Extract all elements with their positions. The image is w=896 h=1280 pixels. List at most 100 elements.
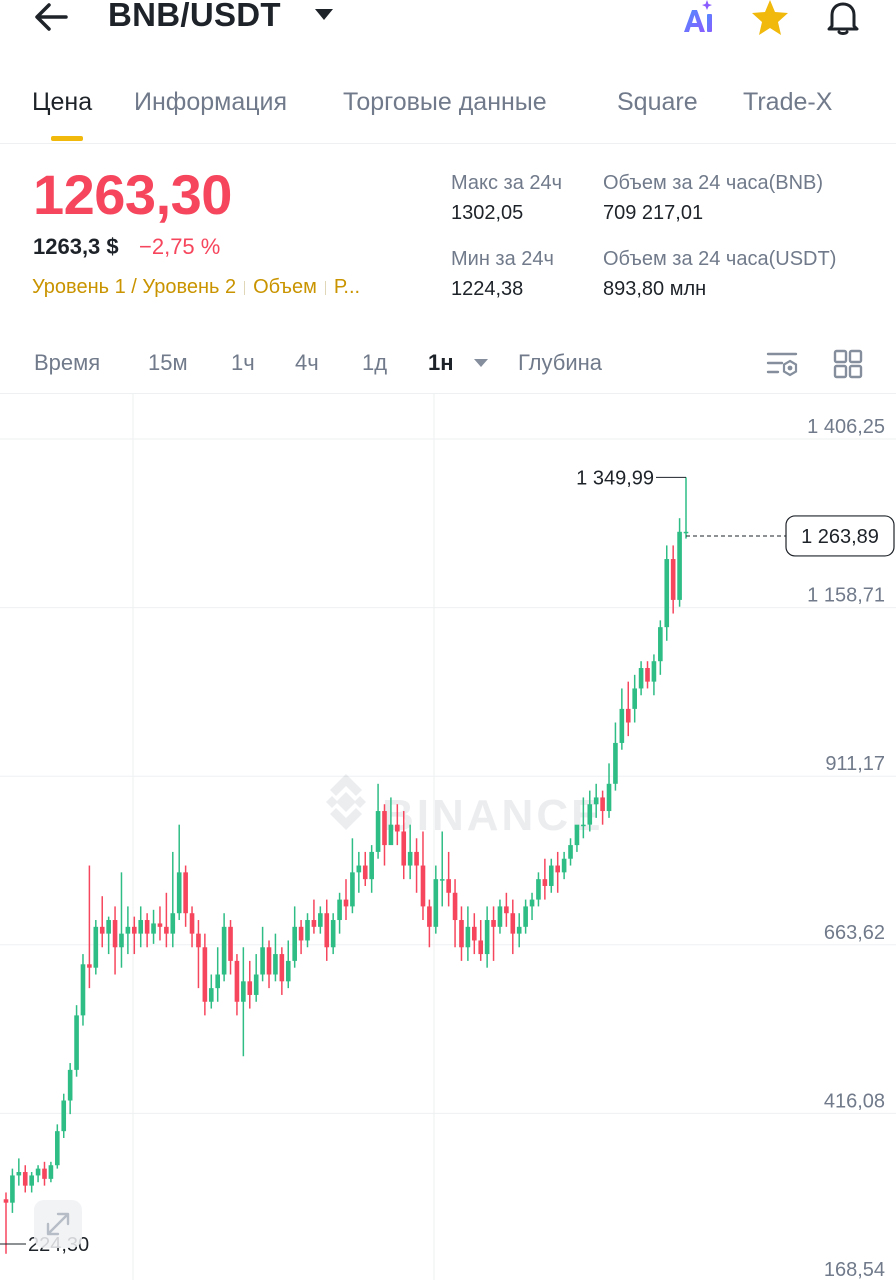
- y-tick-label: 168,54: [824, 1259, 885, 1280]
- candle-body: [176, 872, 182, 914]
- tab-info[interactable]: Информация: [134, 88, 288, 116]
- candle-body: [516, 926, 522, 934]
- candle-body: [625, 708, 631, 723]
- candle-body: [80, 964, 86, 1016]
- low-24h-value: 1224,38: [451, 278, 524, 300]
- expand-chart-button[interactable]: [34, 1200, 82, 1248]
- more-link[interactable]: Р...: [333, 276, 361, 298]
- candle-body: [138, 920, 144, 934]
- y-tick-label: 1 406,25: [807, 416, 885, 438]
- candle-body: [491, 920, 496, 927]
- interval-depth[interactable]: Глубина: [518, 350, 603, 375]
- candle-body: [651, 661, 657, 682]
- caret-down-icon[interactable]: [313, 6, 335, 22]
- candle-body: [99, 926, 105, 934]
- interval-bar: Время 15м 1ч 4ч 1д 1н Глубина: [0, 346, 896, 386]
- candle-body: [606, 783, 612, 812]
- candle-body: [600, 797, 605, 812]
- price-chart[interactable]: BINANCE 1 349,99224,301 263,89 1 406,251…: [0, 393, 896, 1280]
- tab-trading-data[interactable]: Торговые данные: [343, 88, 547, 116]
- candle-body: [356, 865, 362, 873]
- candle-body: [484, 920, 490, 955]
- candle-body: [196, 933, 201, 948]
- candle-body: [433, 879, 439, 927]
- candle-body: [382, 811, 387, 846]
- ai-icon[interactable]: [680, 0, 718, 36]
- caret-down-icon[interactable]: [473, 358, 489, 368]
- candlestick-chart[interactable]: BINANCE 1 349,99224,301 263,89 1 406,251…: [0, 394, 896, 1280]
- current-price-box: [785, 515, 895, 557]
- candle-body: [144, 920, 150, 934]
- candle-body: [330, 920, 336, 948]
- candle-body: [658, 627, 663, 662]
- chart-settings-icon[interactable]: [766, 348, 800, 380]
- active-tab-indicator: [51, 136, 83, 141]
- tab-price[interactable]: Цена: [32, 88, 93, 116]
- candle-body: [279, 954, 285, 982]
- candle-body: [452, 892, 458, 921]
- candle-body: [253, 974, 259, 995]
- y-tick-label: 416,08: [824, 1090, 885, 1112]
- y-tick-label: 663,62: [824, 922, 885, 944]
- arrow-left-icon[interactable]: [32, 0, 72, 34]
- candle-body: [401, 831, 407, 866]
- interval-time[interactable]: Время: [34, 350, 101, 375]
- candle-body: [234, 960, 240, 1002]
- candle-body: [183, 872, 188, 914]
- candle-body: [619, 708, 625, 743]
- candle-body: [664, 559, 670, 628]
- interval-15m[interactable]: 15м: [148, 350, 188, 375]
- candle-body: [395, 824, 400, 832]
- tab-trade-x[interactable]: Trade-X: [743, 88, 833, 116]
- candle-body: [478, 940, 484, 955]
- candle-body: [683, 531, 689, 534]
- candle-body: [55, 1131, 60, 1166]
- vol-base-label: Объем за 24 часа(BNB): [603, 172, 824, 194]
- candle-body: [375, 811, 381, 852]
- candle-body: [29, 1175, 34, 1186]
- candle-body: [510, 913, 516, 934]
- candles: [3, 477, 689, 1254]
- candle-body: [3, 1199, 9, 1203]
- candle-body: [542, 879, 548, 886]
- interval-1w[interactable]: 1н: [428, 350, 454, 375]
- candle-body: [613, 742, 618, 784]
- candle-body: [427, 906, 432, 927]
- candle-body: [125, 926, 131, 934]
- tab-square[interactable]: Square: [617, 88, 698, 116]
- candle-body: [318, 913, 323, 927]
- ticker-links: Уровень 1 / Уровень 2 Объем Р...: [32, 276, 360, 299]
- bell-icon[interactable]: [823, 0, 863, 36]
- candle-body: [202, 947, 208, 1002]
- pair-title[interactable]: BNB/USDT: [108, 0, 281, 33]
- candle-body: [151, 923, 156, 934]
- tab-bar: Цена Информация Торговые данные Square T…: [0, 86, 896, 144]
- volume-link[interactable]: Объем: [253, 276, 317, 298]
- chart-grid: [0, 394, 896, 1280]
- star-icon[interactable]: [750, 0, 790, 36]
- candle-body: [228, 926, 233, 961]
- candle-body: [131, 926, 137, 934]
- interval-1d[interactable]: 1д: [362, 350, 388, 375]
- low-24h-label: Мин за 24ч: [451, 248, 554, 270]
- candle-body: [497, 906, 503, 927]
- expand-icon: [46, 1212, 70, 1236]
- candle-body: [561, 858, 567, 873]
- candle-body: [587, 804, 593, 825]
- interval-4h[interactable]: 4ч: [295, 350, 319, 375]
- candle-body: [208, 988, 214, 1002]
- candle-body: [446, 879, 451, 893]
- candle-body: [574, 824, 580, 846]
- candle-body: [459, 920, 464, 948]
- candle-body: [189, 913, 195, 934]
- divider: [244, 280, 246, 295]
- chart-overlays: 1 349,99224,301 263,89: [0, 467, 895, 1256]
- level-link[interactable]: Уровень 1 / Уровень 2: [32, 276, 237, 298]
- grid-layout-icon[interactable]: [832, 348, 864, 380]
- candle-body: [548, 865, 554, 886]
- interval-1h[interactable]: 1ч: [231, 350, 255, 375]
- divider: [324, 280, 326, 295]
- candle-body: [106, 920, 111, 934]
- candle-body: [16, 1172, 22, 1176]
- high-24h-value: 1302,05: [451, 202, 524, 224]
